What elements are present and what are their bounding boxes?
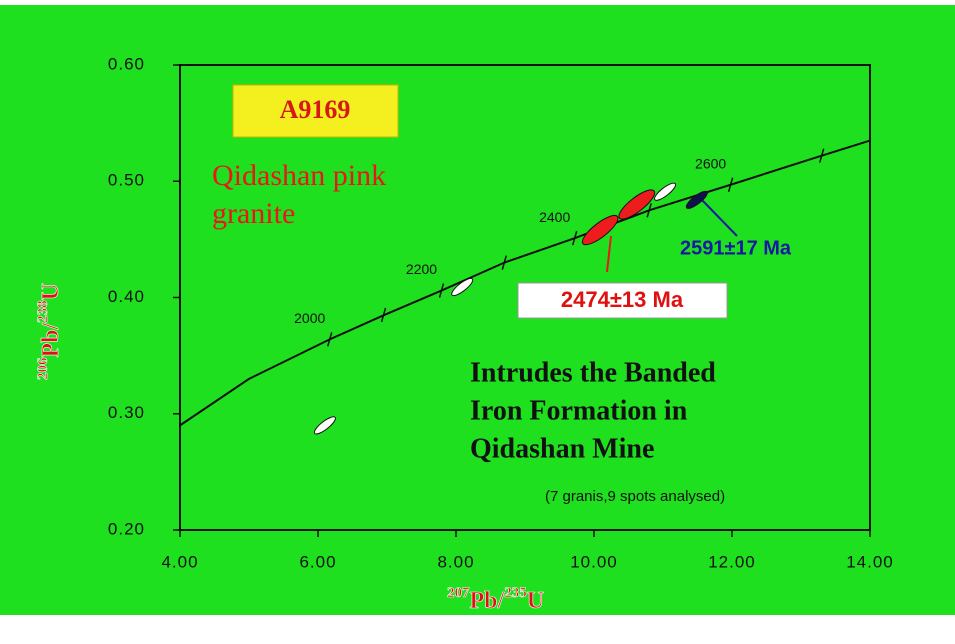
age-mark xyxy=(818,148,825,163)
y-label: 206Pb/238U xyxy=(35,283,63,380)
x-tick-label: 8.00 xyxy=(437,552,474,571)
label-superscript: 206 xyxy=(35,357,51,380)
note: Qidashan Mine xyxy=(470,433,654,464)
data-spot xyxy=(654,182,677,201)
pointer xyxy=(606,235,612,273)
background xyxy=(0,5,955,615)
title-box xyxy=(232,84,399,138)
y-tick-label: 0.50 xyxy=(108,171,145,190)
age-mark xyxy=(571,231,578,246)
pointer xyxy=(701,199,738,237)
x-tick-label: 10.00 xyxy=(570,552,618,571)
note: Iron Formation in xyxy=(470,395,688,426)
x-tick-label: 14.00 xyxy=(846,552,894,571)
label-text: Pb/ xyxy=(470,588,505,614)
label-text: Pb/ xyxy=(38,322,64,357)
footnote: (7 granis,9 spots analysed) xyxy=(545,488,725,505)
age-mark xyxy=(438,283,445,298)
label-text: U xyxy=(527,588,544,614)
x-tick-label: 4.00 xyxy=(161,552,198,571)
age-label: 2200 xyxy=(406,261,437,277)
age-label: 2400 xyxy=(539,209,570,225)
chart-title: A9169 xyxy=(280,95,351,124)
y-tick-label: 0.40 xyxy=(108,287,145,306)
age-mark xyxy=(380,307,387,323)
label-box xyxy=(517,282,728,319)
age-mark xyxy=(327,332,333,347)
x-label: 207Pb/235U xyxy=(447,585,544,613)
data-spot xyxy=(685,190,708,209)
label-superscript: 235 xyxy=(504,585,527,601)
age-label: 2000 xyxy=(294,310,325,326)
y-tick-label: 0.30 xyxy=(108,403,145,422)
label-superscript: 238 xyxy=(35,300,51,323)
x-tick-label: 6.00 xyxy=(299,552,336,571)
age-mark xyxy=(646,203,652,218)
subtitle: Qidashan pink xyxy=(212,159,386,192)
age-label: 2591±17 Ma xyxy=(680,237,792,259)
data-spot xyxy=(618,189,656,220)
age-label: 2474±13 Ma xyxy=(561,287,684,312)
age-label: 2600 xyxy=(695,155,726,171)
data-spot xyxy=(313,416,336,435)
x-tick-label: 12.00 xyxy=(708,552,756,571)
y-tick-label: 0.20 xyxy=(108,519,145,538)
age-mark xyxy=(501,255,508,270)
data-spot xyxy=(451,277,474,297)
subtitle: granite xyxy=(212,197,295,230)
label-text: U xyxy=(38,283,64,300)
note: Intrudes the Banded xyxy=(470,357,716,388)
age-mark xyxy=(727,177,734,192)
y-tick-label: 0.60 xyxy=(108,54,145,73)
data-spot xyxy=(581,214,619,246)
label-superscript: 207 xyxy=(447,585,470,601)
